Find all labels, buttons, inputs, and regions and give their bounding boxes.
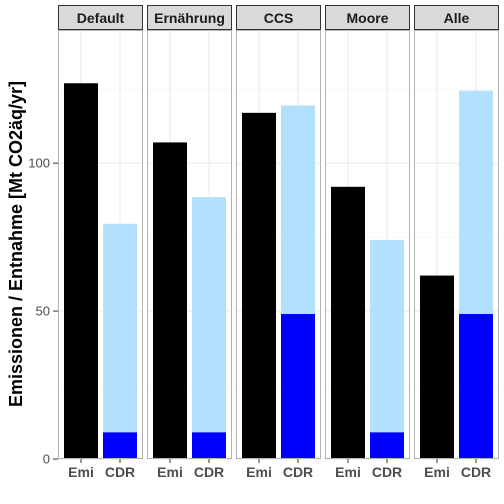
facet-panel: Moore Emi CDR bbox=[325, 5, 410, 480]
facet-strip-label: CCS bbox=[264, 10, 294, 26]
facet-strip-label: Ernährung bbox=[154, 10, 225, 26]
y-axis: 0 50 100 bbox=[28, 156, 58, 467]
x-tick-label: CDR bbox=[105, 464, 135, 480]
x-tick-label: Emi bbox=[335, 464, 361, 480]
x-tick-label: Emi bbox=[424, 464, 450, 480]
facet-panel: CCS Emi CDR bbox=[236, 5, 321, 480]
bar-cdr-part bbox=[103, 432, 137, 459]
panel-border bbox=[325, 30, 410, 459]
facet-strip-label: Default bbox=[77, 10, 125, 26]
y-axis-title: Emissionen / Entnahme [Mt CO2äq/yr] bbox=[6, 81, 26, 407]
panel-border bbox=[236, 30, 321, 459]
bar-cdr-total bbox=[370, 240, 404, 459]
facet-strip bbox=[236, 5, 321, 30]
panel-border bbox=[58, 30, 143, 459]
bar-emissions bbox=[242, 112, 276, 460]
x-tick-label: CDR bbox=[372, 464, 402, 480]
x-tick-label: Emi bbox=[68, 464, 94, 480]
bar-cdr-total bbox=[192, 197, 226, 460]
facet-strip bbox=[58, 5, 143, 30]
bar-cdr-part bbox=[281, 314, 315, 459]
y-tick-label: 0 bbox=[43, 452, 50, 467]
panel-border bbox=[414, 30, 499, 459]
bar-emissions bbox=[331, 186, 365, 460]
x-tick-label: Emi bbox=[246, 464, 272, 480]
x-tick-label: CDR bbox=[461, 464, 491, 480]
facet-panel: Default Emi CDR bbox=[58, 5, 143, 480]
y-tick-label: 100 bbox=[28, 156, 50, 171]
facet-strip-label: Alle bbox=[444, 10, 470, 26]
bar-cdr-part bbox=[370, 432, 404, 459]
x-tick-label: Emi bbox=[157, 464, 183, 480]
facet-strip bbox=[414, 5, 499, 30]
bar-emissions bbox=[153, 142, 187, 459]
facet-panel: Ernährung Emi CDR bbox=[147, 5, 232, 480]
y-tick-label: 50 bbox=[36, 304, 50, 319]
facet-strip bbox=[147, 5, 232, 30]
x-tick-label: CDR bbox=[283, 464, 313, 480]
bar-cdr-part bbox=[192, 432, 226, 459]
bar-cdr-part bbox=[459, 314, 493, 459]
x-tick-label: CDR bbox=[194, 464, 224, 480]
facet-panel: Alle Emi CDR bbox=[414, 5, 499, 480]
bar-cdr-total bbox=[103, 223, 137, 459]
panel-border bbox=[147, 30, 232, 459]
facet-strip-label: Moore bbox=[347, 10, 389, 26]
facet-strip bbox=[325, 5, 410, 30]
bar-emissions bbox=[64, 83, 98, 459]
bar-emissions bbox=[420, 275, 454, 459]
